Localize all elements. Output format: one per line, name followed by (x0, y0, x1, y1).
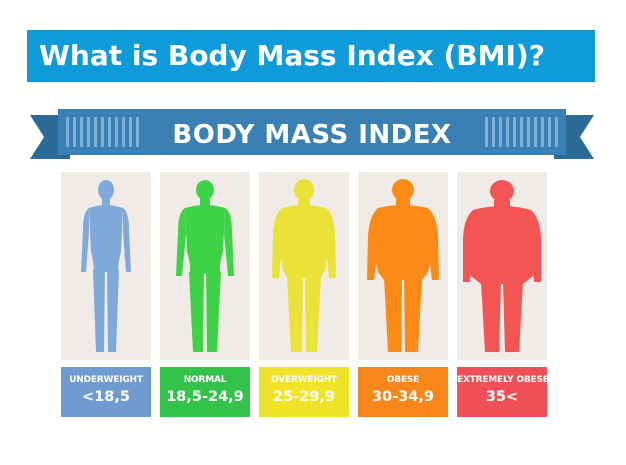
category-name: EXTREMELY OBESE (457, 375, 549, 385)
category-name: NORMAL (183, 375, 227, 385)
category-card-extremely-obese (457, 172, 547, 360)
category-range: 30-34,9 (372, 389, 434, 405)
category-label-extremely-obese: EXTREMELY OBESE 35< (457, 367, 549, 417)
category-range: <18,5 (82, 389, 130, 405)
page-title: What is Body Mass Index (BMI)? (27, 30, 595, 82)
category-name: OBESE (386, 375, 420, 385)
category-label-normal: NORMAL 18,5-24,9 (160, 367, 250, 417)
category-range: 35< (485, 389, 519, 405)
category-label-obese: OBESE 30-34,9 (358, 367, 448, 417)
ribbon-right-stripes (485, 117, 558, 147)
category-name: OVERWEIGHT (271, 375, 337, 385)
obese-body-silhouette-icon (367, 179, 439, 352)
category-range: 18,5-24,9 (166, 389, 244, 405)
category-label-overweight: OVERWEIGHT 25-29,9 (259, 367, 349, 417)
category-label-underweight: UNDERWEIGHT <18,5 (61, 367, 151, 417)
slim-body-silhouette-icon (81, 180, 131, 352)
normal-body-silhouette-icon (176, 180, 234, 352)
extremely-obese-body-silhouette-icon (463, 180, 541, 352)
category-range: 25-29,9 (273, 389, 335, 405)
category-card-overweight (259, 172, 349, 360)
banner-title: BODY MASS INDEX (172, 120, 452, 150)
ribbon-left-stripes (66, 117, 139, 147)
ribbon-body (58, 109, 566, 155)
category-name: UNDERWEIGHT (69, 375, 143, 385)
banner-ribbon (30, 109, 594, 159)
category-card-underweight (61, 172, 151, 360)
category-card-obese (358, 172, 448, 360)
category-card-normal (160, 172, 250, 360)
overweight-body-silhouette-icon (272, 179, 336, 352)
